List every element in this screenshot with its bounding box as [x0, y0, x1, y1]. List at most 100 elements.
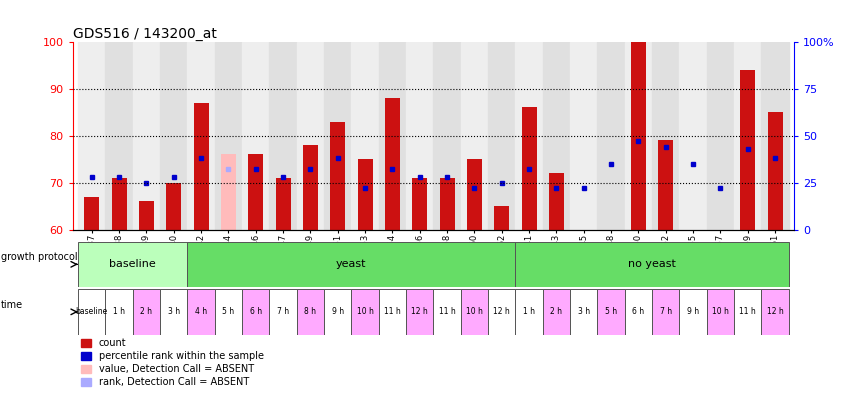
Bar	[194, 103, 208, 230]
FancyBboxPatch shape	[296, 289, 323, 335]
FancyBboxPatch shape	[241, 289, 269, 335]
FancyBboxPatch shape	[78, 242, 187, 287]
Bar	[603, 230, 618, 291]
FancyBboxPatch shape	[761, 289, 788, 335]
Bar	[378, 42, 405, 230]
Text: 8 h: 8 h	[304, 307, 316, 316]
FancyBboxPatch shape	[652, 289, 679, 335]
Bar	[570, 42, 597, 230]
Text: 10 h: 10 h	[466, 307, 482, 316]
Text: 11 h: 11 h	[438, 307, 455, 316]
Bar	[160, 42, 187, 230]
Bar	[269, 42, 296, 230]
FancyBboxPatch shape	[78, 289, 105, 335]
Bar	[248, 154, 263, 230]
Bar	[685, 230, 699, 310]
Legend: count, percentile rank within the sample, value, Detection Call = ABSENT, rank, : count, percentile rank within the sample…	[78, 335, 267, 391]
Text: 10 h: 10 h	[357, 307, 373, 316]
Text: 5 h: 5 h	[604, 307, 617, 316]
Bar	[515, 42, 543, 230]
Bar	[767, 112, 781, 230]
Bar	[132, 42, 160, 230]
FancyBboxPatch shape	[187, 289, 214, 335]
Text: 9 h: 9 h	[686, 307, 699, 316]
FancyBboxPatch shape	[160, 289, 187, 335]
FancyBboxPatch shape	[461, 289, 488, 335]
Bar	[630, 42, 645, 230]
Bar	[84, 197, 99, 230]
Text: 9 h: 9 h	[331, 307, 344, 316]
Bar	[139, 202, 154, 230]
Text: 12 h: 12 h	[411, 307, 427, 316]
FancyBboxPatch shape	[570, 289, 597, 335]
Bar	[296, 42, 323, 230]
Bar	[105, 42, 132, 230]
FancyBboxPatch shape	[488, 289, 515, 335]
Bar	[166, 183, 181, 230]
FancyBboxPatch shape	[132, 289, 160, 335]
Bar	[276, 178, 290, 230]
Bar	[597, 42, 624, 230]
Text: 1 h: 1 h	[113, 307, 125, 316]
Text: 3 h: 3 h	[577, 307, 589, 316]
FancyBboxPatch shape	[679, 289, 706, 335]
Text: 10 h: 10 h	[711, 307, 728, 316]
Bar	[433, 42, 461, 230]
Bar	[241, 42, 269, 230]
Text: 11 h: 11 h	[384, 307, 400, 316]
FancyBboxPatch shape	[378, 289, 405, 335]
Bar	[405, 42, 433, 230]
FancyBboxPatch shape	[269, 289, 296, 335]
Text: 7 h: 7 h	[276, 307, 289, 316]
Bar	[351, 42, 378, 230]
FancyBboxPatch shape	[543, 289, 570, 335]
Bar	[330, 122, 345, 230]
Bar	[652, 42, 679, 230]
Bar	[187, 42, 214, 230]
Bar	[761, 42, 788, 230]
Text: baseline: baseline	[76, 307, 107, 316]
Text: no yeast: no yeast	[628, 259, 676, 269]
FancyBboxPatch shape	[323, 289, 351, 335]
FancyBboxPatch shape	[624, 289, 652, 335]
Bar	[521, 107, 536, 230]
Text: 4 h: 4 h	[194, 307, 207, 316]
Bar	[385, 98, 399, 230]
Bar	[734, 42, 761, 230]
Text: 3 h: 3 h	[167, 307, 180, 316]
FancyBboxPatch shape	[706, 289, 734, 335]
Text: 2 h: 2 h	[550, 307, 562, 316]
FancyBboxPatch shape	[214, 289, 241, 335]
Bar	[576, 230, 590, 396]
Bar	[548, 173, 563, 230]
Bar	[658, 140, 672, 230]
Text: yeast: yeast	[336, 259, 366, 269]
Text: 6 h: 6 h	[249, 307, 262, 316]
FancyBboxPatch shape	[105, 289, 132, 335]
Bar	[543, 42, 570, 230]
Bar	[740, 70, 754, 230]
Text: 12 h: 12 h	[493, 307, 509, 316]
Bar	[461, 42, 488, 230]
Bar	[467, 159, 481, 230]
Bar	[706, 42, 734, 230]
Text: 12 h: 12 h	[766, 307, 782, 316]
Bar	[357, 159, 372, 230]
FancyBboxPatch shape	[515, 289, 543, 335]
Bar	[214, 42, 241, 230]
Text: GDS516 / 143200_at: GDS516 / 143200_at	[73, 27, 216, 40]
Text: 11 h: 11 h	[739, 307, 755, 316]
FancyBboxPatch shape	[187, 242, 515, 287]
FancyBboxPatch shape	[351, 289, 378, 335]
Bar	[439, 178, 454, 230]
Bar	[712, 230, 727, 396]
FancyBboxPatch shape	[734, 289, 761, 335]
Bar	[112, 178, 126, 230]
Bar	[494, 206, 508, 230]
Bar	[78, 42, 105, 230]
FancyBboxPatch shape	[515, 242, 788, 287]
Text: 7 h: 7 h	[659, 307, 671, 316]
Bar	[679, 42, 706, 230]
Text: 2 h: 2 h	[140, 307, 152, 316]
Text: 6 h: 6 h	[631, 307, 644, 316]
